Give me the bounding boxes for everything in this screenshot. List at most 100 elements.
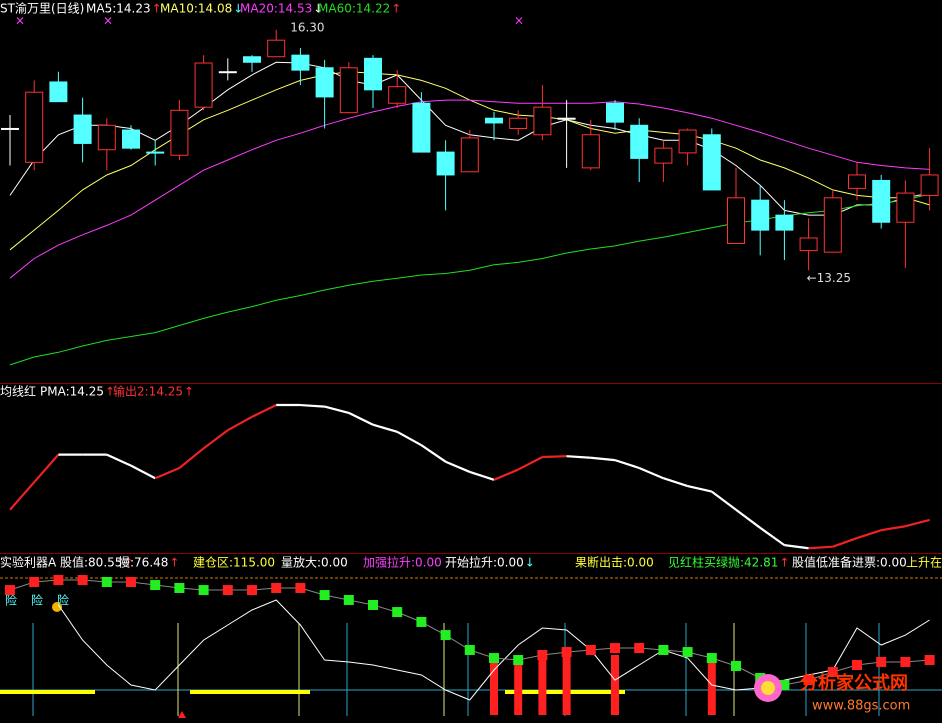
signal-segment <box>517 456 543 471</box>
legend-label: 建仓区:115.00 <box>193 556 275 570</box>
candle-body <box>218 71 237 74</box>
signal-segment <box>663 477 688 488</box>
candle-body <box>412 102 431 153</box>
indicator-decor <box>0 577 942 718</box>
candle-body <box>727 197 745 245</box>
slow-marker <box>585 644 596 655</box>
logo: 分析家公式网 www.88gs.com <box>754 672 910 714</box>
slow-marker <box>150 580 161 591</box>
signal-segment <box>106 453 132 467</box>
signal-segment <box>9 481 36 511</box>
candle-body <box>799 237 818 252</box>
signal-segment <box>372 423 398 433</box>
signal-bar <box>611 655 619 715</box>
slow-marker <box>319 590 330 601</box>
legend-label: 开始拉升:0.00 <box>445 555 524 570</box>
signal-segment <box>154 466 180 480</box>
legend-label: 加强拉升:0.00 <box>363 555 442 570</box>
signal-segment <box>178 447 205 469</box>
signal-bar <box>514 655 523 715</box>
legend-label: 见红柱买绿抛:42.81 <box>668 555 778 570</box>
candle-body <box>243 56 261 63</box>
signal-segment <box>33 453 60 483</box>
signal-segment <box>638 466 664 480</box>
signal-segment <box>130 464 156 480</box>
marker: × <box>15 14 25 28</box>
slow-marker <box>440 630 451 641</box>
slow-marker <box>513 655 524 666</box>
signal-segment <box>300 403 325 408</box>
legend-arrow: ↑ <box>779 556 789 570</box>
candle-body <box>49 81 68 103</box>
signal-segment <box>711 490 737 511</box>
candle-body <box>1 127 19 130</box>
candle-body <box>73 114 92 144</box>
slow-marker <box>126 576 136 587</box>
warning-label: 险 <box>5 593 17 608</box>
slow-marker <box>658 644 669 655</box>
signal-bar <box>490 655 498 715</box>
legend-label: MA10:14.08 <box>160 2 232 16</box>
moving-average <box>9 99 930 279</box>
legend-arrow: ↑ <box>184 385 194 399</box>
legend-label: 慢:76.48 <box>118 556 168 570</box>
slow-marker <box>101 576 112 587</box>
candle-body <box>581 134 600 169</box>
candle-body <box>920 174 939 196</box>
signal-segment <box>905 518 930 528</box>
legend-label: 股值低准备进票:0.00 <box>792 555 907 570</box>
slow-marker <box>852 660 862 671</box>
signal-bar <box>562 655 571 715</box>
zone-bar <box>190 690 310 694</box>
candle-body <box>436 151 455 176</box>
legend-arrow: ↓ <box>525 556 535 570</box>
signal-bar <box>538 655 547 715</box>
candle-body <box>557 117 576 120</box>
signal-segment <box>590 456 616 462</box>
slow-marker <box>174 582 185 593</box>
slow-marker <box>77 575 88 586</box>
signal-segment <box>202 429 229 450</box>
legend-label: PMA:14.25 <box>40 385 104 399</box>
candle-body <box>146 151 165 154</box>
slow-marker <box>682 647 693 658</box>
signal-dot <box>52 602 62 612</box>
slow-marker <box>561 647 572 658</box>
candle-body <box>509 117 528 129</box>
candle-body <box>533 106 552 136</box>
zone-bars <box>0 690 625 694</box>
candle-body <box>702 134 721 191</box>
signal-segment <box>759 526 786 547</box>
slow-marker <box>464 644 475 655</box>
slow-marker <box>779 679 790 690</box>
signal-lines <box>32 623 880 716</box>
slow-marker <box>900 656 911 667</box>
candle-body <box>485 117 503 124</box>
slow-marker <box>392 607 403 618</box>
candle-body <box>122 129 140 149</box>
signal-segment <box>614 459 640 470</box>
legend-label: MA60:14.22 <box>318 2 390 16</box>
signal-segment <box>687 485 713 493</box>
candle-body <box>896 192 915 223</box>
signal-segment <box>348 411 374 426</box>
top-markers: × × × <box>15 14 524 28</box>
legend-arrow: ↓ <box>313 2 323 16</box>
slow-line <box>9 579 930 686</box>
candle-body <box>678 129 697 154</box>
signal-segment <box>784 544 809 550</box>
signal-segment <box>808 545 833 550</box>
warning-label: 险 <box>31 593 43 608</box>
logo-flower <box>761 681 775 695</box>
legend-label: MA5:14.23 <box>86 2 151 16</box>
legend-arrow: ↑ <box>152 2 162 16</box>
candle-body <box>460 137 479 173</box>
slow-marker <box>731 661 741 672</box>
watermark-title: 分析家公式网 <box>800 672 908 694</box>
slow-marker <box>368 599 378 610</box>
signal-segment <box>735 508 761 529</box>
signal-segment <box>542 455 567 459</box>
slow-marker <box>29 576 40 587</box>
signal-segment <box>566 455 591 459</box>
